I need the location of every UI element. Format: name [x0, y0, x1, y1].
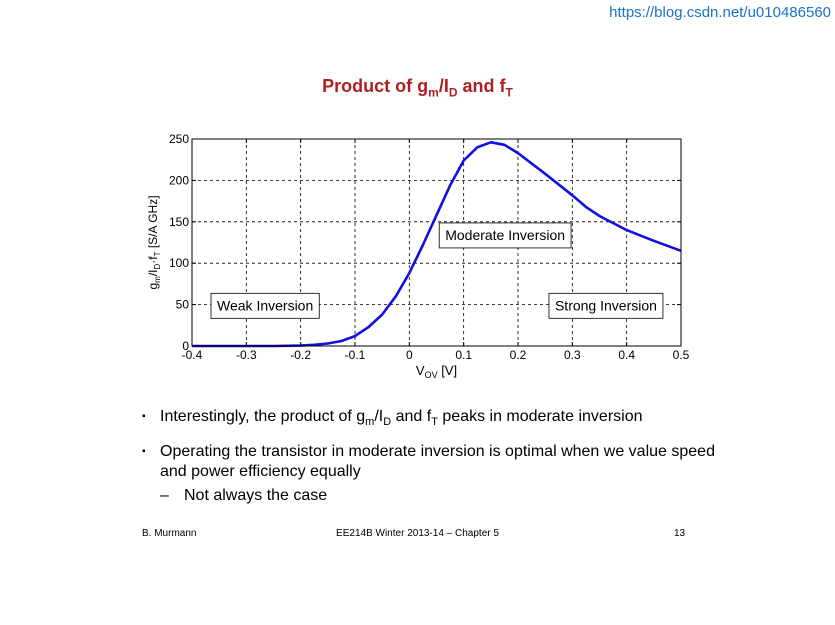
watermark-url: https://blog.csdn.net/u010486560 — [609, 4, 831, 21]
title-text-mid: /I — [438, 76, 449, 96]
x-tick-label: 0 — [406, 348, 413, 362]
y-tick-label: 150 — [169, 215, 189, 229]
bullet-item-1: ▪ Interestingly, the product of gm/ID an… — [142, 407, 742, 432]
title-text-join: and f — [457, 76, 506, 96]
y-tick-label: 250 — [169, 132, 189, 146]
series-line — [192, 141, 682, 348]
annotation-label: Moderate Inversion — [445, 227, 565, 243]
x-tick-label: 0.2 — [510, 348, 527, 362]
footer-page-number: 13 — [674, 528, 686, 539]
bullet-1-text-pre: Interestingly, the product of g — [160, 408, 366, 425]
x-tick-label: -0.2 — [290, 348, 311, 362]
y-axis-label: gm/ID·fT [S/A GHz] — [146, 195, 162, 289]
title-sub-t: T — [505, 85, 513, 100]
plot-frame — [191, 138, 682, 347]
x-tick-label: 0.5 — [673, 348, 690, 362]
title-text-prefix: Product of g — [322, 76, 429, 96]
bullet-item-2: ▪ Operating the transistor in moderate i… — [142, 442, 742, 482]
x-axis-label: VOV [V] — [416, 363, 457, 380]
bullet-marker: ▪ — [142, 446, 146, 458]
y-tick-label: 50 — [176, 298, 190, 312]
sub-bullet-item: – Not always the case — [142, 486, 742, 506]
chart-svg: -0.4 -0.3 -0.2 -0.1 0 0.1 0.2 0.3 0.4 0.5 0 50 100 15… — [146, 132, 690, 380]
title-sub-m: m — [428, 85, 439, 100]
x-tick-label: -0.3 — [236, 348, 257, 362]
x-tick-label: 0.1 — [455, 348, 472, 362]
annotation-label: Strong Inversion — [555, 297, 657, 313]
annotation-frame — [210, 292, 320, 319]
bullet-1-text-mid: /I — [374, 408, 384, 425]
bullet-1-text-post: peaks in moderate inversion — [437, 408, 643, 425]
title-sub-d: D — [448, 85, 458, 100]
footer-author: B. Murmann — [142, 528, 197, 539]
bullet-1-sub-d: D — [383, 416, 392, 429]
x-tick-label: -0.1 — [345, 348, 366, 362]
y-tick-label: 200 — [169, 173, 189, 187]
x-tick-label: -0.4 — [182, 348, 203, 362]
annotation-frame — [548, 292, 664, 319]
x-tick-label: 0.4 — [618, 348, 635, 362]
sub-bullet-text: Not always the case — [184, 487, 328, 505]
bullet-1-sub-t: T — [431, 416, 438, 429]
annotation-box: Weak Inversion — [210, 292, 320, 319]
sub-bullet-dash: – — [160, 487, 169, 505]
chart-title: Product of gm/ID and fT — [0, 76, 835, 100]
bullet-2-text: Operating the transistor in moderate inv… — [160, 443, 715, 481]
footer-course: EE214B Winter 2013-14 – Chapter 5 — [336, 528, 499, 539]
bullet-1-sub-m: m — [365, 416, 375, 429]
annotation-box: Moderate Inversion — [438, 222, 572, 249]
annotation-frame — [438, 222, 572, 249]
annotation-box: Strong Inversion — [548, 292, 664, 319]
bullet-marker: ▪ — [142, 411, 146, 422]
x-tick-label: 0.3 — [564, 348, 581, 362]
bullet-list: ▪ Interestingly, the product of gm/ID an… — [142, 407, 742, 506]
y-tick-label: 0 — [182, 339, 189, 353]
annotation-label: Weak Inversion — [217, 297, 313, 313]
bullet-1-text-join: and f — [391, 408, 432, 425]
y-tick-label: 100 — [169, 256, 189, 270]
